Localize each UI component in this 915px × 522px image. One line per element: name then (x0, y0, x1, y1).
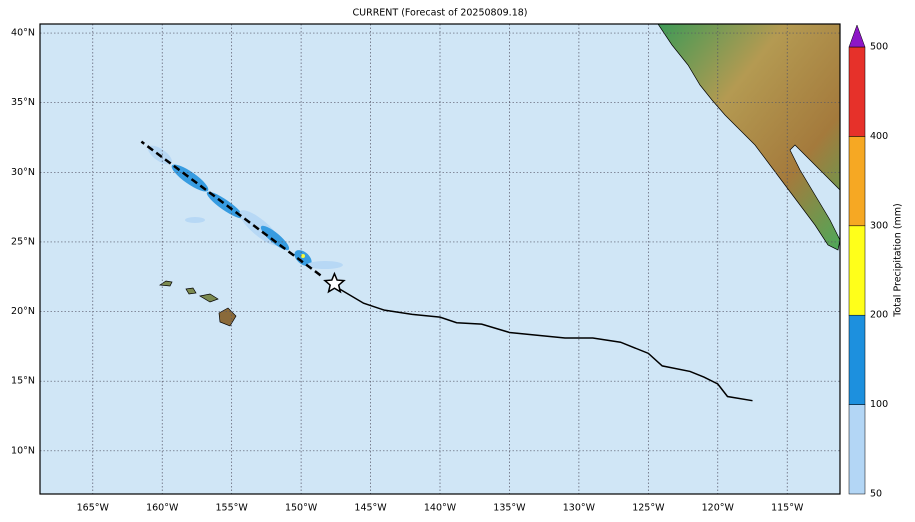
x-tick-label: 120°W (702, 503, 735, 514)
y-tick-label: 10°N (11, 445, 35, 456)
colorbar-segment (848, 225, 866, 316)
colorbar-tick-label: 200 (870, 310, 888, 321)
island (199, 293, 219, 303)
precipitation (148, 145, 343, 269)
colorbar-segment (848, 136, 866, 227)
colorbar-extend (848, 24, 866, 48)
x-tick-label: 115°W (771, 503, 804, 514)
colorbar-tick-label: 300 (870, 220, 888, 231)
y-tick-label: 25°N (11, 236, 35, 247)
x-tick-label: 140°W (424, 503, 457, 514)
x-tick-label: 150°W (285, 503, 318, 514)
x-tick-label: 135°W (493, 503, 526, 514)
x-tick-label: 125°W (632, 503, 665, 514)
storm-track (332, 284, 753, 402)
x-tick-label: 145°W (354, 503, 387, 514)
island (158, 280, 173, 287)
colorbar-tick-label: 400 (870, 131, 888, 142)
colorbar-segment (848, 46, 866, 137)
x-tick-label: 130°W (563, 503, 596, 514)
colorbar-segment (848, 404, 866, 495)
x-tick-label: 160°W (146, 503, 179, 514)
colorbar-tick-label: 100 (870, 399, 888, 410)
forecast-track (140, 140, 322, 277)
colorbar-tick-label: 50 (870, 489, 882, 500)
colorbar-segment (848, 314, 866, 405)
plot-frame (39, 23, 841, 495)
x-tick-label: 155°W (216, 503, 249, 514)
storm-position (323, 271, 346, 294)
north-america (657, 24, 840, 251)
y-tick-label: 20°N (11, 306, 35, 317)
y-tick-label: 40°N (11, 28, 35, 39)
y-tick-label: 30°N (11, 167, 35, 178)
y-tick-label: 15°N (11, 376, 35, 387)
island (185, 287, 197, 295)
map-title: CURRENT (Forecast of 20250809.18) (353, 8, 528, 19)
colorbar-label: Total Precipitation (mm) (893, 203, 904, 318)
x-tick-label: 165°W (77, 503, 110, 514)
y-tick-label: 35°N (11, 97, 35, 108)
colorbar-tick-label: 500 (870, 42, 888, 53)
